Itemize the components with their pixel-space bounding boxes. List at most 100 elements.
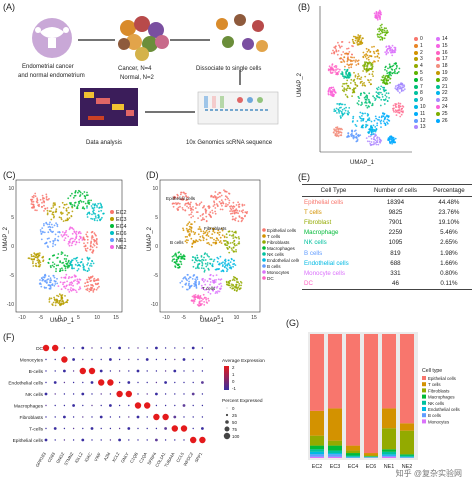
row-label: Epithelial cells (13, 438, 44, 444)
percent-tick: 75 (232, 427, 237, 432)
dot (81, 393, 84, 396)
dot (202, 370, 203, 371)
cluster-1 (340, 53, 360, 69)
gene-label: IGLL2 (74, 451, 84, 464)
dot (202, 405, 203, 406)
legend-label: NK cells (428, 401, 445, 406)
bar-segment-EC4-0 (346, 334, 360, 446)
dot (202, 347, 203, 348)
legend-entry-7: 7 (414, 84, 423, 90)
percent-tick: 100 (232, 434, 240, 439)
cell-count: 1095 (365, 238, 426, 248)
legend-entry-19: 19 (436, 70, 448, 76)
dot (80, 368, 86, 374)
legend-swatch-NE2 (110, 245, 114, 249)
groups-normal: Normal, N=2 (120, 75, 154, 81)
heatmap-icon (80, 88, 138, 126)
legend-label: 12 (420, 118, 426, 124)
dot (101, 428, 102, 429)
dot (118, 347, 121, 350)
y-tick-label: -5 (10, 273, 15, 279)
x-tick-label: 10 (234, 315, 240, 321)
dot (155, 393, 158, 396)
x-tick-label: 15 (113, 315, 119, 321)
dot (82, 428, 83, 429)
legend-label: 1 (420, 43, 423, 49)
bar-segment-EC2-3 (310, 446, 324, 450)
dot (173, 416, 176, 419)
legend-title: Cell type (422, 368, 442, 374)
dot (82, 416, 83, 417)
percent-swatch (225, 420, 229, 424)
legend-swatch-EC6 (110, 231, 114, 235)
sample-cluster-5 (61, 226, 85, 246)
dot (135, 402, 141, 408)
dot (147, 382, 148, 383)
cell-type: Macrophage (302, 228, 365, 238)
sample-cluster-7 (28, 252, 45, 267)
dot (128, 405, 129, 406)
legend-label: Macrophages (428, 395, 455, 400)
legend-swatch (436, 64, 440, 68)
bar-segment-NE2-5 (400, 457, 414, 458)
dot (128, 347, 129, 348)
legend-entry-16: 16 (436, 50, 448, 56)
legend-label: NK cells (267, 252, 285, 257)
bar-segment-NE1-6 (382, 456, 396, 457)
cell-type: T cells (302, 207, 365, 217)
dot (91, 405, 92, 406)
bar-segment-NE1-0 (382, 334, 396, 408)
cluster-12 (346, 130, 361, 143)
legend-label-EC2: EC2 (116, 210, 127, 216)
legend-label: 7 (420, 84, 423, 90)
celltype-cluster-7 (171, 251, 185, 269)
legend-swatch (436, 98, 440, 102)
dot (89, 368, 95, 374)
percent-tick: 50 (232, 420, 237, 425)
row-label: Monocytes (20, 358, 44, 364)
cluster-annotation: T cells (202, 286, 216, 291)
gene-label: STMN2 (63, 451, 75, 466)
dot (110, 416, 111, 417)
legend-label: Epithelial cells (428, 376, 457, 381)
x-tick-label: 10 (94, 315, 100, 321)
dot (64, 382, 65, 383)
cell-percentage: 1.98% (426, 248, 472, 258)
dot (73, 416, 74, 417)
dot (165, 370, 166, 371)
dot (137, 416, 140, 419)
row-label: DC (36, 346, 43, 352)
bar-segment-EC4-5 (346, 457, 360, 458)
gene-label: VWF (93, 451, 102, 462)
cell-percentage: 44.48% (426, 197, 472, 208)
cluster-15 (374, 10, 382, 21)
dot (165, 393, 166, 394)
cell-percentage: 19.10% (426, 217, 472, 227)
legend-swatch (414, 78, 418, 82)
gene-label: WFDC2 (182, 451, 194, 467)
dot (116, 391, 122, 397)
uterus-icon (32, 18, 72, 58)
legend-swatch (262, 228, 266, 232)
cluster-annotation: Epithelial cells (166, 196, 196, 201)
dot (183, 382, 184, 383)
dot (107, 379, 113, 385)
dot (81, 347, 84, 350)
dot (91, 427, 94, 430)
dot (81, 439, 84, 442)
data-analysis-caption: Data analysis (86, 140, 122, 146)
dot (199, 437, 205, 443)
dot (43, 345, 49, 351)
legend-label: 15 (442, 43, 448, 49)
bar-segment-NE2-0 (400, 334, 414, 423)
cell-count: 18394 (365, 197, 426, 208)
legend-entry-22: 22 (436, 90, 448, 96)
sample-cluster-4 (40, 222, 61, 249)
bar-segment-EC3-1 (328, 408, 342, 440)
dot (101, 439, 102, 440)
dot (100, 370, 103, 373)
